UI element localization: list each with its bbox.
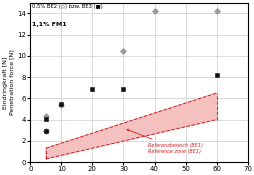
Text: 1,1% FM1: 1,1% FM1	[32, 22, 67, 27]
Point	[214, 10, 218, 13]
Point	[44, 117, 48, 120]
Text: Referenzbereich (BE1)
Reference zone (BE1): Referenzbereich (BE1) Reference zone (BE…	[126, 129, 202, 154]
Point	[121, 49, 125, 52]
Polygon shape	[46, 93, 216, 159]
Point	[44, 115, 48, 118]
Point	[152, 10, 156, 13]
Point	[44, 130, 48, 133]
Point	[90, 87, 94, 90]
Point	[44, 130, 48, 133]
Y-axis label: Eindringkraft [N]
Penetration force [N]: Eindringkraft [N] Penetration force [N]	[3, 50, 14, 115]
Text: 0,5% BE2 (◇) bzw. BE3 (■): 0,5% BE2 (◇) bzw. BE3 (■)	[32, 4, 103, 9]
Point	[214, 74, 218, 76]
Point	[121, 87, 125, 90]
Point	[59, 103, 63, 106]
Point	[59, 102, 63, 105]
